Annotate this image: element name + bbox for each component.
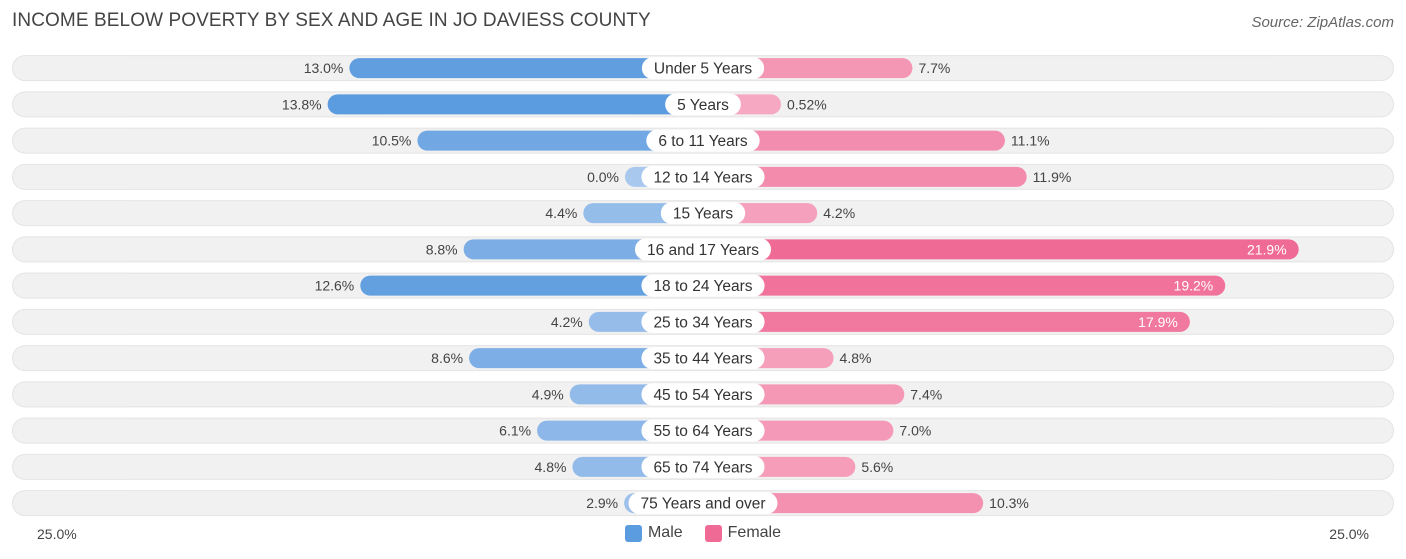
- category-pill: [641, 455, 765, 478]
- male-value-label: 8.8%: [426, 241, 458, 257]
- female-value-label: 0.52%: [787, 96, 827, 112]
- female-value-label: 10.3%: [989, 495, 1029, 511]
- category-label: Under 5 Years: [654, 61, 752, 78]
- female-value-label: 21.9%: [1247, 241, 1287, 257]
- female-value-label: 7.0%: [899, 423, 931, 439]
- category-pill: [641, 383, 765, 406]
- category-pill: [641, 310, 765, 333]
- chart-title: INCOME BELOW POVERTY BY SEX AND AGE IN J…: [12, 10, 651, 31]
- category-label: 45 to 54 Years: [653, 387, 752, 404]
- category-label: 5 Years: [677, 97, 729, 114]
- legend-label-female: Female: [727, 524, 782, 541]
- category-label: 75 Years and over: [641, 496, 766, 513]
- legend: Male Female: [0, 524, 1406, 542]
- category-label: 35 to 44 Years: [653, 351, 752, 368]
- chart-svg: Under 5 Years 13.0% 7.7% 5 Years 13.8% 0.52% 6…: [12, 55, 1394, 517]
- category-label: 18 to 24 Years: [653, 278, 752, 295]
- category-pill: [641, 57, 765, 80]
- male-bar: [360, 275, 703, 296]
- category-pill: [665, 93, 741, 116]
- female-value-label: 19.2%: [1174, 278, 1214, 294]
- male-value-label: 2.9%: [586, 495, 618, 511]
- female-value-label: 4.2%: [823, 205, 855, 221]
- female-value-label: 7.4%: [910, 386, 942, 402]
- female-bar: [703, 275, 1226, 296]
- axis-min-label: 25.0%: [37, 526, 77, 542]
- female-bar: [703, 311, 1190, 332]
- legend-item-male[interactable]: Male: [624, 524, 683, 542]
- category-label: 15 Years: [673, 206, 734, 223]
- category-pill: [641, 347, 765, 370]
- male-value-label: 13.8%: [282, 96, 322, 112]
- female-bar: [703, 239, 1299, 260]
- female-value-label: 11.9%: [1033, 169, 1072, 185]
- legend-swatch-female: [704, 524, 722, 542]
- male-bar: [327, 94, 703, 115]
- female-value-label: 4.8%: [840, 350, 872, 366]
- axis-max-label: 25.0%: [1329, 526, 1369, 542]
- male-value-label: 8.6%: [431, 350, 463, 366]
- male-bar: [349, 58, 703, 79]
- category-pill: [641, 165, 765, 188]
- male-value-label: 13.0%: [304, 60, 344, 76]
- category-label: 55 to 64 Years: [653, 423, 752, 440]
- category-pill: [646, 129, 760, 152]
- source-note: Source: ZipAtlas.com: [1251, 14, 1394, 31]
- category-pill: [634, 238, 772, 261]
- male-value-label: 0.0%: [587, 169, 619, 185]
- male-value-label: 4.8%: [535, 459, 567, 475]
- female-bar: [703, 166, 1027, 187]
- male-value-label: 4.4%: [545, 205, 577, 221]
- male-bar: [417, 130, 703, 151]
- male-value-label: 6.1%: [499, 423, 531, 439]
- female-value-label: 11.1%: [1011, 133, 1050, 149]
- male-value-label: 4.9%: [532, 386, 564, 402]
- category-pill: [628, 492, 778, 515]
- female-value-label: 5.6%: [861, 459, 893, 475]
- legend-item-female[interactable]: Female: [704, 524, 782, 542]
- category-label: 65 to 74 Years: [653, 459, 752, 476]
- category-label: 6 to 11 Years: [658, 133, 748, 150]
- legend-label-male: Male: [647, 524, 683, 541]
- male-value-label: 12.6%: [315, 278, 355, 294]
- category-label: 12 to 14 Years: [653, 169, 752, 186]
- category-label: 25 to 34 Years: [653, 314, 752, 331]
- female-bar: [703, 130, 1005, 151]
- male-value-label: 10.5%: [372, 133, 412, 149]
- legend-swatch-male: [624, 524, 642, 542]
- female-value-label: 7.7%: [918, 60, 950, 76]
- female-value-label: 17.9%: [1138, 314, 1178, 330]
- category-pill: [641, 274, 765, 297]
- category-pill: [641, 419, 765, 442]
- category-pill: [660, 202, 746, 225]
- category-label: 16 and 17 Years: [647, 242, 759, 259]
- male-value-label: 4.2%: [551, 314, 583, 330]
